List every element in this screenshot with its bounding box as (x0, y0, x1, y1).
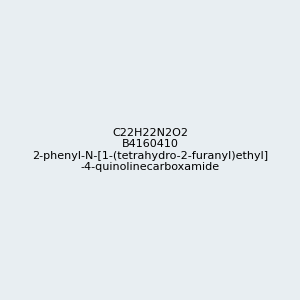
Text: C22H22N2O2
B4160410
2-phenyl-N-[1-(tetrahydro-2-furanyl)ethyl]
-4-quinolinecarbo: C22H22N2O2 B4160410 2-phenyl-N-[1-(tetra… (32, 128, 268, 172)
